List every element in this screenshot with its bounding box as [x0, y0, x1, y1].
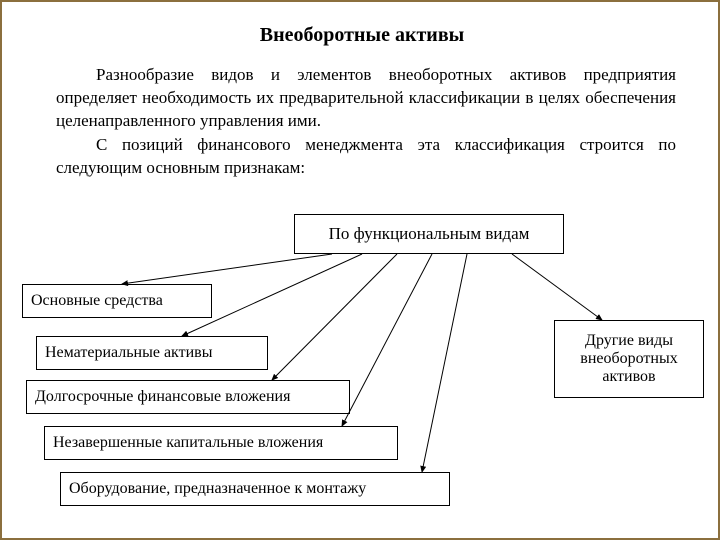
node-label: Нематериальные активы	[45, 344, 212, 362]
paragraph-2: С позиций финансового менеджмента эта кл…	[56, 134, 676, 180]
paragraph-2-text: С позиций финансового менеджмента эта кл…	[56, 135, 676, 177]
paragraph-1-text: Разнообразие видов и элементов внеоборот…	[56, 65, 676, 130]
node-box-3: Долгосрочные финансовые вложения	[26, 380, 350, 414]
node-label: Оборудование, предназначенное к монтажу	[69, 480, 366, 498]
node-label: Долгосрочные финансовые вложения	[35, 388, 290, 406]
node-box-2: Нематериальные активы	[36, 336, 268, 370]
node-label: Основные средства	[31, 292, 163, 310]
node-label: Незавершенные капитальные вложения	[53, 434, 323, 452]
node-box-6: Другие виды внеоборотных активов	[554, 320, 704, 398]
node-box-4: Незавершенные капитальные вложения	[44, 426, 398, 460]
node-box-1: Основные средства	[22, 284, 212, 318]
root-box: По функциональным видам	[294, 214, 564, 254]
node-label: Другие виды внеоборотных активов	[563, 332, 695, 386]
page-title: Внеоборотные активы	[2, 24, 720, 47]
root-box-label: По функциональным видам	[329, 224, 530, 244]
node-box-5: Оборудование, предназначенное к монтажу	[60, 472, 450, 506]
paragraph-1: Разнообразие видов и элементов внеоборот…	[56, 64, 676, 133]
